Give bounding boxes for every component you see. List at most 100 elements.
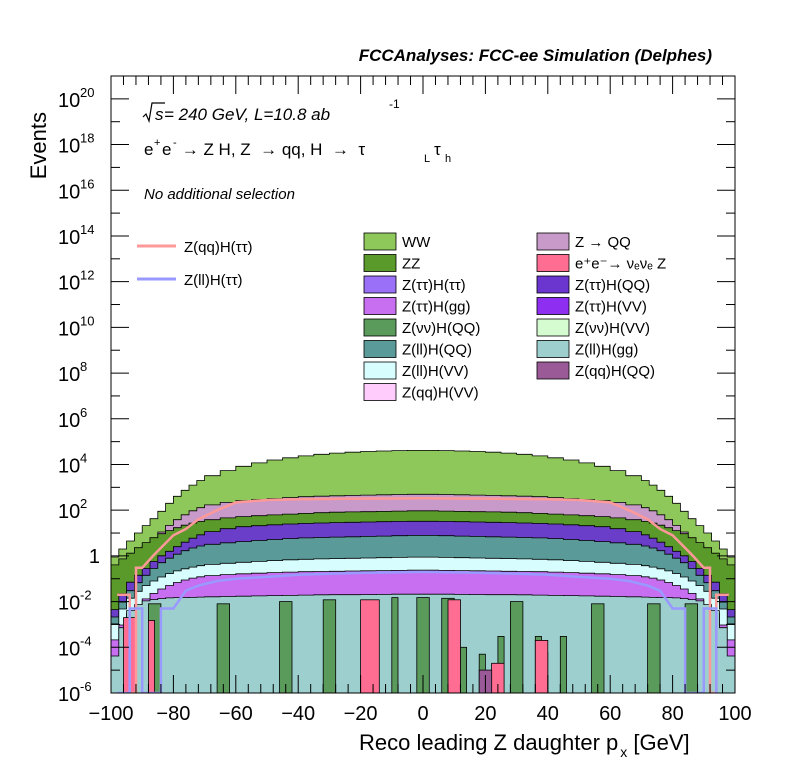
y-tick-exponent: 6 (80, 405, 87, 420)
legend-label: e⁺e⁻→ νₑνₑ Z (575, 256, 666, 273)
legend-swatch (363, 383, 397, 401)
y-tick-label: 10 (58, 501, 80, 523)
process-e2-sup: - (173, 137, 177, 149)
legend-backgrounds: WW Z → QQ ZZ e⁺e⁻→ νₑνₑ Z Z(ττ)H(ττ) Z(ττ)H(Q… (363, 232, 666, 402)
process-text: → Z H, Z → qq, H → τ (177, 140, 365, 159)
x-tick-label: −20 (344, 703, 378, 725)
bar-e-e-z (534, 640, 549, 693)
bar-z-h-qq- (322, 599, 337, 693)
y-tick-exponent: 20 (80, 85, 94, 100)
process-e1-sup: + (154, 137, 160, 149)
legend-label: ZZ (402, 256, 420, 273)
legend-swatch (363, 361, 397, 380)
bar-z-h-qq- (647, 603, 661, 693)
legend-swatch (363, 340, 397, 358)
x-axis-title-unit: [GeV] (627, 730, 689, 755)
y-tick-label: 10 (58, 455, 80, 477)
legend-label: Z(qq)H(QQ) (575, 363, 655, 380)
legend-label: Z(ll)H(ττ) (184, 272, 243, 289)
legend-label: Z → QQ (575, 234, 631, 251)
y-tick-exponent: -2 (80, 588, 92, 603)
legend-label: Z(ττ)H(ττ) (402, 277, 466, 294)
legend-label: Z(ll)H(gg) (575, 342, 638, 359)
bar-z-h-qq- (459, 646, 467, 693)
line-z-ll-h- (117, 570, 718, 693)
x-axis-title-main: Reco leading Z daughter p (359, 730, 618, 755)
legend-swatch (363, 318, 397, 337)
process-e1: e (144, 140, 153, 159)
x-tick-label: −40 (281, 703, 315, 725)
y-tick-exponent: 10 (80, 313, 94, 328)
y-tick-exponent: 18 (80, 131, 94, 146)
legend-swatch (363, 232, 397, 251)
y-tick-label: 10 (58, 136, 80, 158)
energy-text: = 240 GeV, L=10.8 ab (164, 105, 330, 124)
y-tick-exponent: 12 (80, 268, 94, 283)
legend-swatch (363, 254, 397, 272)
legend-label: Z(ll)H(QQ) (402, 342, 472, 359)
legend-label: Z(ll)H(VV) (402, 363, 469, 380)
bar-z-h-qq- (684, 603, 698, 693)
legend-swatch (363, 275, 397, 294)
x-axis-title: Reco leading Z daughter p x [GeV] (359, 730, 690, 760)
process-annotation: e + e - → Z H, Z → qq, H → τ L τ h (144, 137, 451, 165)
x-tick-label: 100 (718, 703, 751, 725)
signal-overlays (117, 497, 729, 693)
bar-e-e-z (360, 599, 380, 693)
bar-z-h-qq- (509, 601, 524, 693)
y-tick-exponent: 4 (80, 450, 87, 465)
legend-swatch (536, 318, 570, 337)
selection-annotation: No additional selection (144, 186, 295, 203)
x-tick-label: 60 (599, 703, 621, 725)
process-e2: e (162, 140, 171, 159)
x-tick-label: 0 (417, 703, 428, 725)
legend-label: Z(ττ)H(QQ) (575, 277, 650, 294)
y-tick-label: 10 (58, 227, 80, 249)
legend-swatch (536, 297, 570, 315)
y-tick-label: 10 (58, 181, 80, 203)
legend-swatch (536, 232, 570, 251)
y-tick-label: 10 (58, 90, 80, 112)
y-tick-label: 10 (58, 364, 80, 386)
legend-swatch (536, 254, 570, 272)
legend-label: WW (402, 234, 431, 251)
y-tick-label: 10 (58, 684, 80, 706)
bar-e-e-z (447, 599, 461, 693)
legend-label: Z(ττ)H(VV) (575, 299, 647, 316)
x-tick-label: −100 (88, 703, 133, 725)
x-tick-label: 20 (474, 703, 496, 725)
legend-label: Z(qq)H(VV) (402, 385, 479, 402)
energy-s: s (155, 105, 164, 124)
bar-z-h-qq- (391, 597, 399, 693)
y-tick-exponent: 8 (80, 359, 87, 374)
legend-label: Z(νν)H(QQ) (402, 320, 480, 337)
sparse-histograms (123, 597, 698, 693)
legend-swatch (536, 340, 570, 358)
x-axis: −100 −80 −60 −40 −20 0 20 40 60 80 100 (88, 76, 752, 725)
energy-sup: -1 (389, 97, 400, 111)
bar-z-h-qq- (591, 603, 605, 693)
sqrt-symbol (142, 102, 165, 124)
x-tick-label: 40 (537, 703, 559, 725)
chart-title: FCCAnalyses: FCC-ee Simulation (Delphes) (359, 46, 713, 65)
x-tick-label: 80 (661, 703, 683, 725)
y-tick-exponent: 2 (80, 496, 87, 511)
bar-e-e-z (147, 620, 155, 693)
x-tick-label: −60 (219, 703, 253, 725)
legend-swatch (536, 275, 570, 294)
y-tick-label: 10 (58, 318, 80, 340)
y-axis-title: Events (26, 112, 51, 179)
line-z-qq-h- (117, 497, 729, 693)
bar-z-h-qq- (216, 603, 231, 693)
y-tick-exponent: -4 (80, 633, 92, 648)
y-tick-exponent: 16 (80, 176, 94, 191)
legend-swatch (363, 297, 397, 315)
legend-swatch (536, 361, 570, 380)
legend-label: Z(νν)H(VV) (575, 320, 650, 337)
y-tick-label: 1 (89, 546, 100, 568)
process-sub-h: h (445, 153, 451, 165)
y-tick-exponent: -6 (80, 679, 92, 694)
x-axis-title-sub: x (620, 744, 627, 760)
